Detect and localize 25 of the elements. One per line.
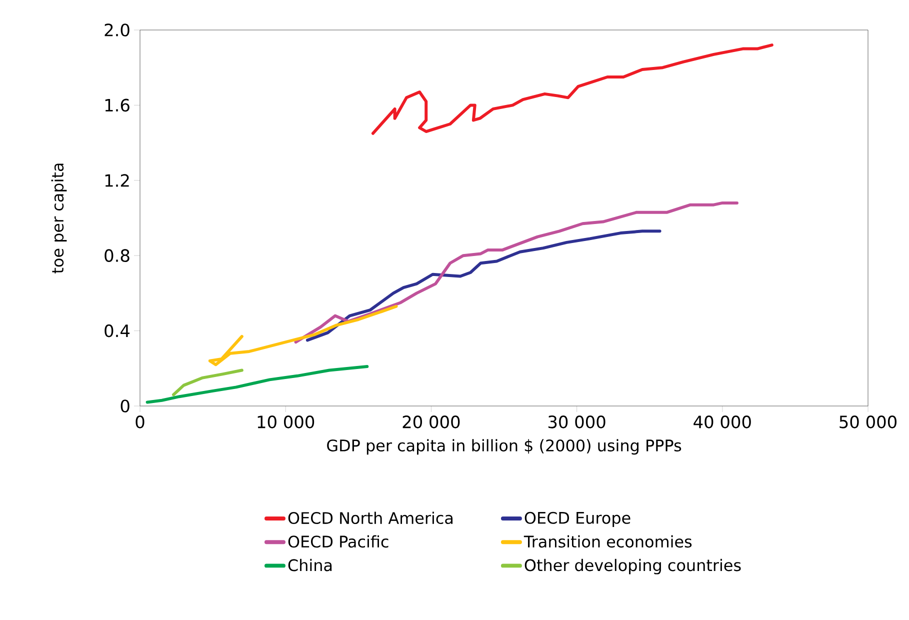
legend-label: China: [288, 558, 332, 572]
legend-label: Other developing countries: [524, 558, 741, 574]
legend-label: Transition economies: [524, 535, 692, 548]
y-tick-label: 1.6: [105, 98, 130, 112]
line-series: [146, 365, 369, 404]
x-tick-label: 20 000: [402, 416, 460, 428]
x-axis-title: GDP per capita in billion $ (2000) using PPPs: [327, 439, 682, 455]
x-tick-label: 0: [136, 416, 144, 428]
legend-label: OECD Europe: [524, 512, 630, 527]
y-axis-title: toe per capita: [51, 164, 67, 274]
legend-label: OECD North America: [288, 512, 452, 524]
legend-label: OECD Pacific: [288, 535, 388, 548]
x-tick-label: 30 000: [548, 416, 606, 428]
y-tick-label: 0: [120, 400, 130, 412]
x-tick-label: 10 000: [258, 416, 314, 428]
line-series: [371, 44, 774, 135]
y-tick-label: 2.0: [104, 24, 130, 36]
y-tick-label: 1.2: [105, 174, 129, 187]
line-series: [172, 368, 244, 396]
y-tick-label: 0.4: [104, 324, 130, 338]
y-tick-label: 0.8: [104, 249, 130, 262]
x-tick-label: 40 000: [694, 416, 751, 428]
line-series: [294, 201, 738, 344]
x-tick-label: 50 000: [840, 416, 896, 428]
line-series: [306, 230, 662, 342]
